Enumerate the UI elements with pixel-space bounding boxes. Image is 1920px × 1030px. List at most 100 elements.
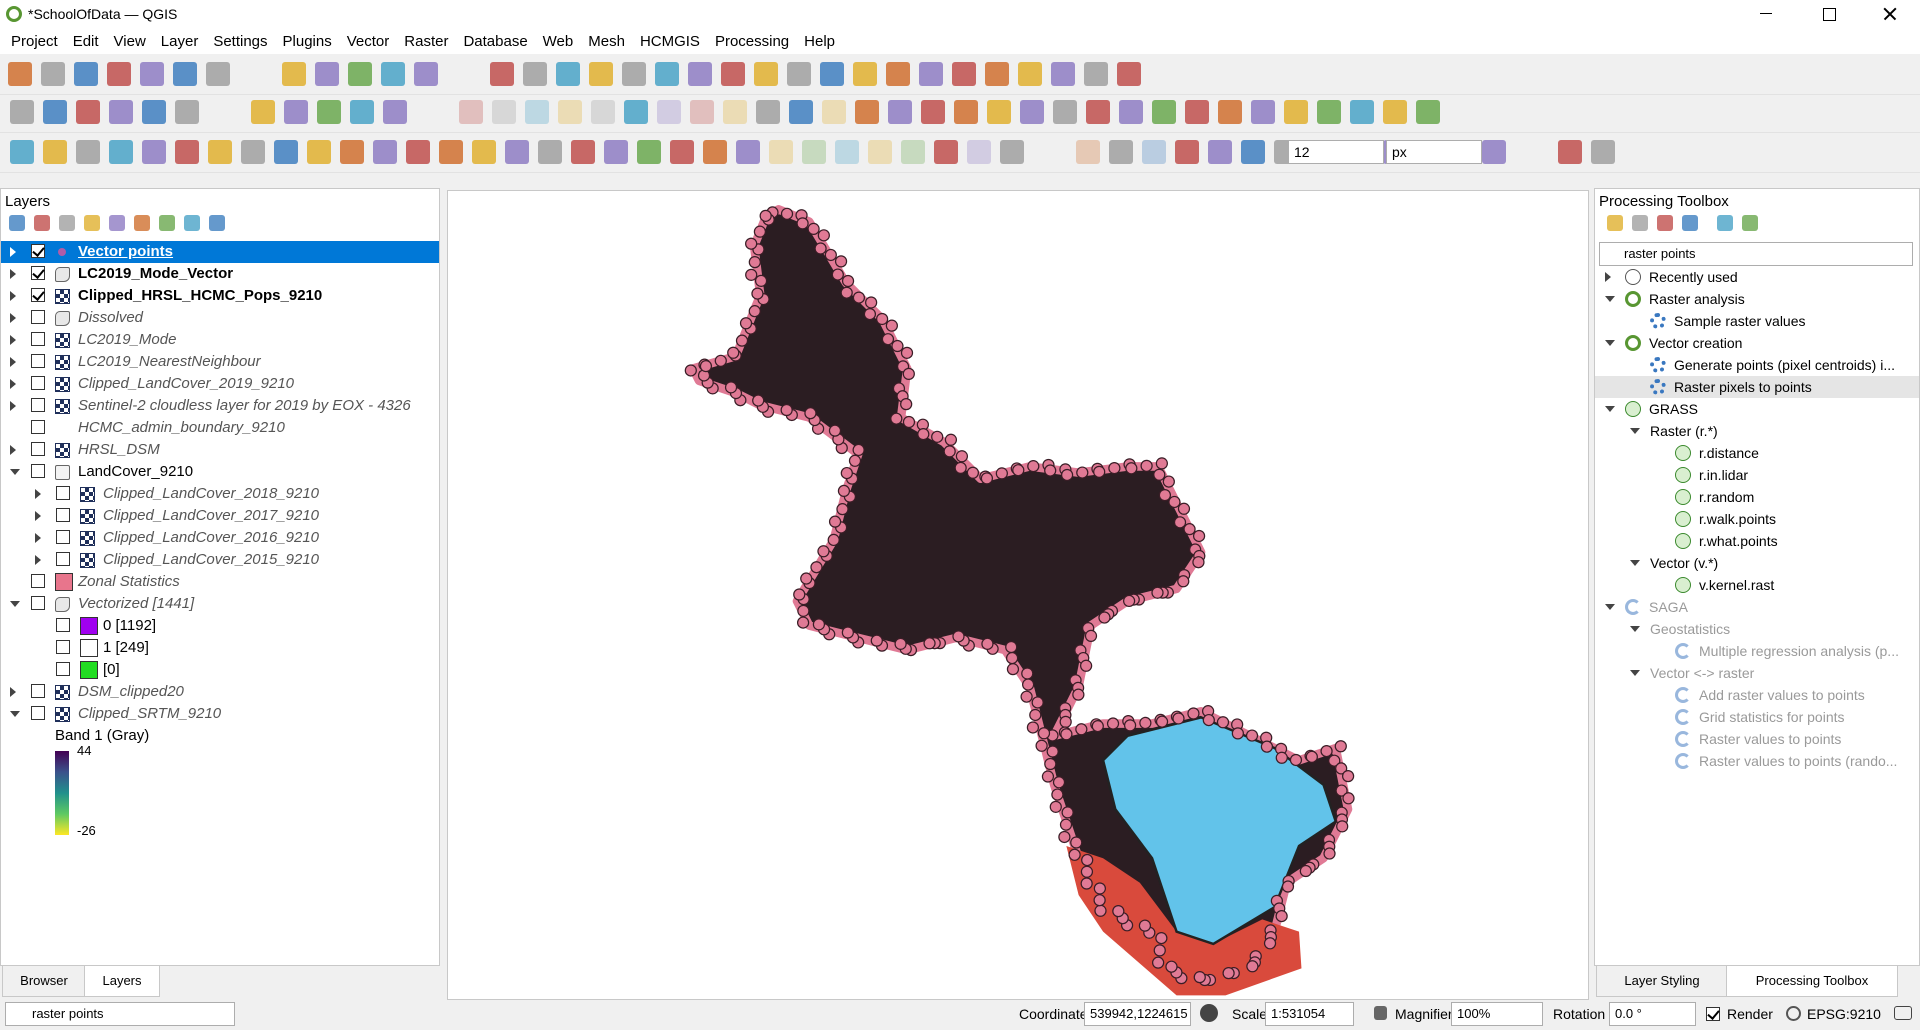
rotation-spinbox[interactable]: 0.0 ° [1609,1002,1696,1026]
toolbar-button[interactable] [1018,62,1042,86]
toolbox-item[interactable]: Vector <-> raster [1595,662,1919,684]
layers-tool-button[interactable] [159,215,175,231]
toolbar-button[interactable] [340,140,364,164]
menu-item[interactable]: Web [542,33,574,50]
toolbox-item[interactable]: Multiple regression analysis (p... [1595,640,1919,662]
layer-row[interactable]: LC2019_NearestNeighbour [1,351,439,373]
minimize-button[interactable] [1760,13,1772,14]
menu-item[interactable]: Project [11,33,58,50]
toolbar-button[interactable] [1416,100,1440,124]
toolbar-button[interactable] [43,100,67,124]
toolbox-item[interactable]: r.in.lidar [1595,464,1919,486]
toolbar-button[interactable] [173,62,197,86]
toolbar-button[interactable] [414,62,438,86]
toolbar-button[interactable] [348,62,372,86]
extents-toggle[interactable] [1200,1004,1218,1022]
toolbar-button[interactable] [1084,62,1108,86]
toolbar-button[interactable] [886,62,910,86]
toolbar-button[interactable] [787,62,811,86]
toolbar-button[interactable] [1284,100,1308,124]
toolbox-item[interactable]: SAGA [1595,596,1919,618]
layer-checkbox[interactable] [31,442,45,456]
toolbar-button[interactable] [835,140,859,164]
toolbox-item[interactable]: Raster pixels to points [1595,376,1919,398]
menu-item[interactable]: Settings [213,33,268,50]
toolbox-item[interactable]: GRASS [1595,398,1919,420]
layers-tool-button[interactable] [109,215,125,231]
toolbar-button[interactable] [571,140,595,164]
layer-row[interactable]: 1 [249] [1,637,439,659]
toolbar-button[interactable] [1558,140,1582,164]
toolbar-button[interactable] [1086,100,1110,124]
expand-arrow[interactable] [1605,340,1615,346]
close-button[interactable] [1880,4,1900,24]
toolbar-button[interactable] [439,140,463,164]
toolbar-button[interactable] [472,140,496,164]
layer-checkbox[interactable] [56,530,70,544]
layers-tool-button[interactable] [184,215,200,231]
layer-row[interactable]: HCMC_admin_boundary_9210 [1,417,439,439]
toolbox-tool-button[interactable] [1632,215,1648,231]
layer-row[interactable]: HRSL_DSM [1,439,439,461]
toolbar-button[interactable] [41,62,65,86]
toolbar-button[interactable] [556,62,580,86]
toolbar-button[interactable] [769,140,793,164]
toolbar-button[interactable] [1117,62,1141,86]
toolbar-button[interactable] [688,62,712,86]
toolbar-button[interactable] [1076,140,1100,164]
toolbox-item[interactable]: Raster analysis [1595,288,1919,310]
toolbar-button[interactable] [756,100,780,124]
layer-checkbox[interactable] [31,398,45,412]
toolbox-item[interactable]: Add raster values to points [1595,684,1919,706]
layer-row[interactable]: Vector points [1,241,439,263]
layer-checkbox[interactable] [31,354,45,368]
layer-row[interactable]: Clipped_LandCover_2019_9210 [1,373,439,395]
panel-tab[interactable]: Processing Toolbox [1726,966,1898,997]
toolbar-button[interactable] [589,62,613,86]
toolbox-item[interactable]: Grid statistics for points [1595,706,1919,728]
coordinate-field[interactable]: 539942,1224615 [1084,1002,1191,1026]
expand-arrow[interactable] [10,357,16,367]
toolbox-item[interactable]: r.walk.points [1595,508,1919,530]
expand-arrow[interactable] [1630,560,1640,566]
expand-arrow[interactable] [1605,296,1615,302]
toolbar-button[interactable] [406,140,430,164]
layer-row[interactable]: DSM_clipped20 [1,681,439,703]
locator-search[interactable]: raster points [5,1002,235,1026]
expand-arrow[interactable] [1630,626,1640,632]
expand-arrow[interactable] [35,533,41,543]
toolbar-button[interactable] [655,62,679,86]
size-spinbox[interactable]: 12 [1288,140,1384,164]
toolbar-button[interactable] [822,100,846,124]
layer-row[interactable]: Clipped_LandCover_2017_9210 [1,505,439,527]
layer-checkbox[interactable] [31,464,45,478]
toolbar-button[interactable] [1109,140,1133,164]
toolbar-button[interactable] [284,100,308,124]
toolbar-button[interactable] [901,140,925,164]
toolbox-item[interactable]: r.what.points [1595,530,1919,552]
toolbar-button[interactable] [987,100,1011,124]
layer-row[interactable]: Dissolved [1,307,439,329]
layer-row[interactable]: Clipped_LandCover_2016_9210 [1,527,439,549]
layer-checkbox[interactable] [56,618,70,632]
layer-row[interactable]: Clipped_HRSL_HCMC_Pops_9210 [1,285,439,307]
layer-row[interactable]: 0 [1192] [1,615,439,637]
toolbar-button[interactable] [1218,100,1242,124]
layer-row[interactable]: Zonal Statistics [1,571,439,593]
toolbox-item[interactable]: Raster values to points [1595,728,1919,750]
menu-item[interactable]: Database [463,33,528,50]
toolbar-button[interactable] [657,100,681,124]
toolbar-button[interactable] [525,100,549,124]
layers-tool-button[interactable] [34,215,50,231]
toolbox-item[interactable]: Vector creation [1595,332,1919,354]
expand-arrow[interactable] [1605,272,1611,282]
toolbox-tool-button[interactable] [1682,215,1698,231]
toolbar-button[interactable] [604,140,628,164]
toolbar-button[interactable] [919,62,943,86]
toolbar-button[interactable] [1482,140,1506,164]
layer-row[interactable]: Clipped_LandCover_2015_9210 [1,549,439,571]
toolbar-button[interactable] [921,100,945,124]
toolbox-item[interactable]: Raster values to points (rando... [1595,750,1919,772]
toolbar-button[interactable] [383,100,407,124]
toolbar-button[interactable] [8,62,32,86]
